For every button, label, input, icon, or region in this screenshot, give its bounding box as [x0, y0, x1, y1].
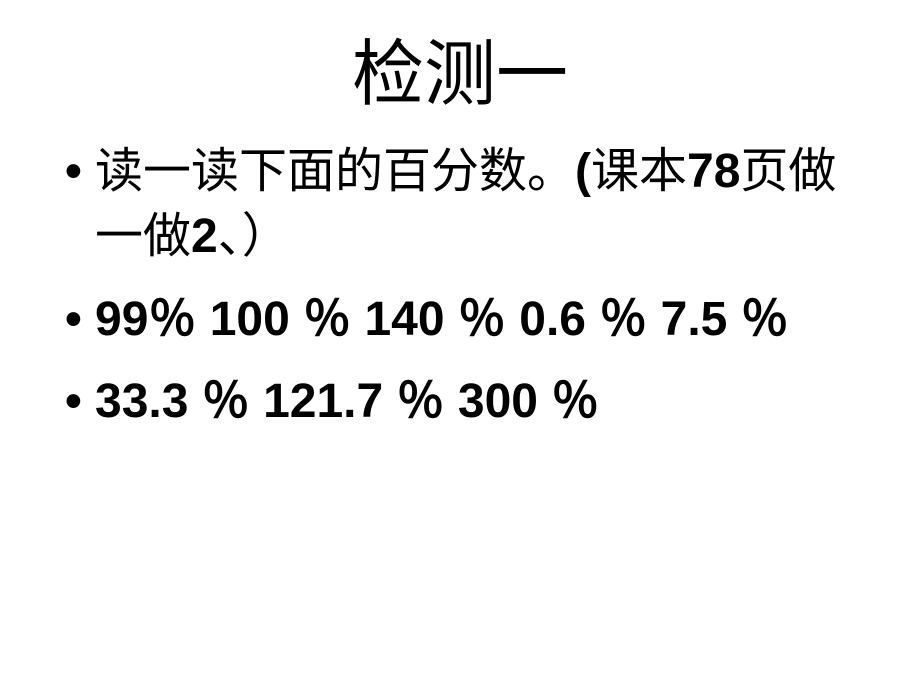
bullet-list: 读一读下面的百分数。(课本78页做一做2、） 99％ 100 ％ 140 ％ 0… — [50, 140, 870, 435]
bullet-item-3: 33.3 ％ 121.7 ％ 300 ％ — [65, 370, 870, 435]
bullet1-paren: ( — [575, 145, 591, 198]
bullet1-num1: 78 — [687, 145, 740, 198]
bullet-item-1: 读一读下面的百分数。(课本78页做一做2、） — [65, 140, 870, 270]
bullet1-num2: 2 — [191, 210, 218, 263]
bullet1-mid1: 课本 — [591, 145, 687, 198]
slide-container: 检测一 读一读下面的百分数。(课本78页做一做2、） 99％ 100 ％ 140… — [0, 0, 920, 690]
bullet1-suffix: 、） — [218, 210, 290, 263]
slide-title: 检测一 — [50, 15, 870, 120]
bullet-item-2: 99％ 100 ％ 140 ％ 0.6 ％ 7.5 ％ — [65, 288, 870, 353]
bullet1-prefix: 读一读下面的百分数。 — [95, 145, 575, 198]
